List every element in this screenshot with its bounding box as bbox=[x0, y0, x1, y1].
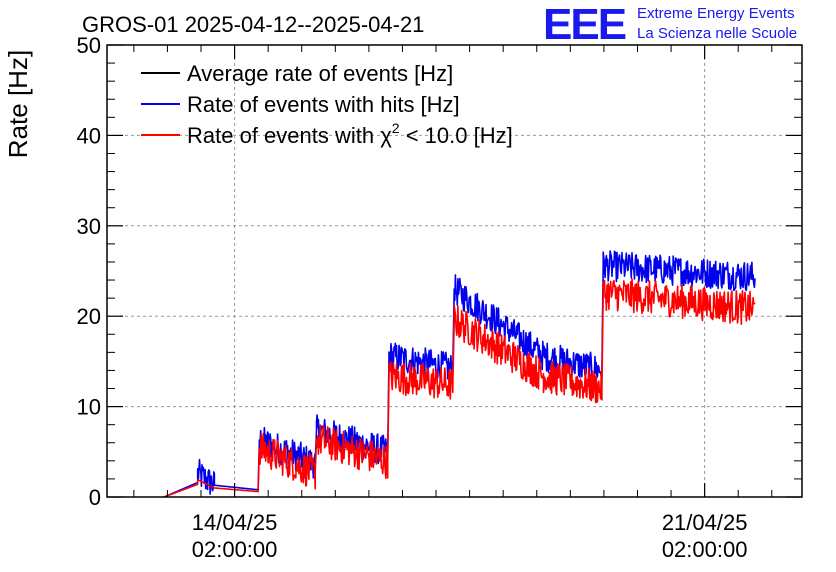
logo-line-1: Extreme Energy Events bbox=[637, 5, 795, 22]
legend-label-2: Rate of events with χ2 < 10.0 [Hz] bbox=[187, 120, 513, 148]
legend-label-part: χ bbox=[380, 123, 392, 148]
tick-labels: 0102030405014/04/2502:00:0021/04/2502:00… bbox=[77, 33, 748, 562]
legend-label-part: 2 bbox=[392, 120, 400, 136]
series-line-2 bbox=[163, 278, 756, 498]
y-tick-label: 10 bbox=[77, 395, 101, 420]
x-tick-time: 02:00:00 bbox=[662, 537, 748, 562]
plot-frame bbox=[106, 44, 803, 498]
grid bbox=[107, 45, 802, 497]
legend-label-part: Rate of events with bbox=[187, 123, 380, 148]
axis-ticks bbox=[107, 44, 802, 498]
legend-label-1: Rate of events with hits [Hz] bbox=[187, 92, 460, 117]
y-tick-label: 20 bbox=[77, 304, 101, 329]
y-axis-label: Rate [Hz] bbox=[3, 50, 33, 158]
x-tick-date: 14/04/25 bbox=[192, 510, 278, 535]
legend-label-part: < 10.0 [Hz] bbox=[400, 123, 513, 148]
logo-mark: EEE bbox=[543, 0, 626, 49]
y-tick-label: 30 bbox=[77, 214, 101, 239]
logo-line-2: La Scienza nelle Scuole bbox=[637, 25, 797, 42]
eee-logo: EEE Extreme Energy Events La Scienza nel… bbox=[543, 0, 797, 49]
y-tick-label: 0 bbox=[89, 485, 101, 510]
chart-title: GROS-01 2025-04-12--2025-04-21 bbox=[82, 12, 424, 37]
y-tick-label: 50 bbox=[77, 33, 101, 58]
legend-label-0: Average rate of events [Hz] bbox=[187, 61, 453, 86]
series-lines bbox=[163, 250, 756, 498]
y-tick-label: 40 bbox=[77, 123, 101, 148]
x-tick-date: 21/04/25 bbox=[662, 510, 748, 535]
legend: Average rate of events [Hz] Rate of event… bbox=[141, 61, 513, 148]
x-tick-time: 02:00:00 bbox=[192, 537, 278, 562]
